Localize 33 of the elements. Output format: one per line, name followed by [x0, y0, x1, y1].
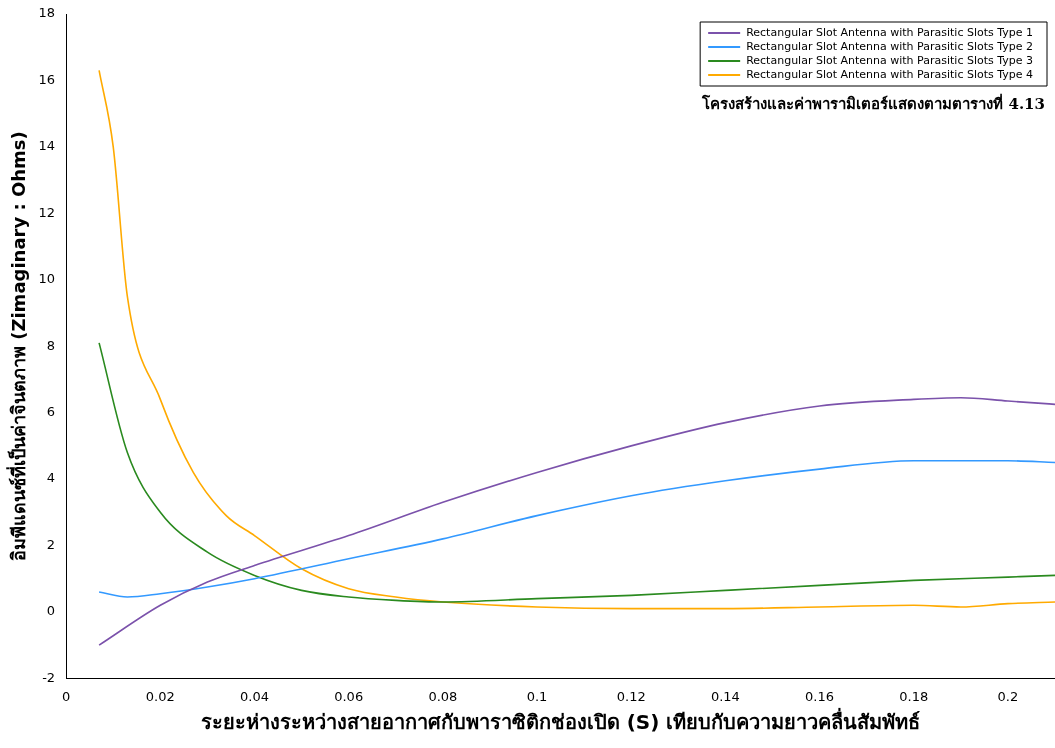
x-tick-label: 0.1: [526, 688, 548, 704]
line-series: [98, 460, 1055, 598]
y-tick-label: 8: [46, 337, 56, 353]
annotation: โครงสร้างและค่าพารามิเตอร์แสดงตามตารางที่ 4.13: [701, 93, 1045, 114]
y-tick-label: 10: [38, 271, 56, 287]
y-tick-label: 4: [46, 470, 56, 486]
x-tick-label: 0.14: [710, 688, 740, 704]
x-tick-label: 0.12: [616, 688, 646, 704]
line-series: [98, 342, 1055, 603]
y-tick-label: 16: [38, 71, 56, 87]
y-tick-label: -2: [42, 669, 56, 685]
legend-label: Rectangular Slot Antenna with Parasitic Slots Type 2: [746, 39, 1033, 53]
x-tick-label: 0.2: [997, 688, 1019, 704]
y-tick-label: 2: [46, 536, 56, 552]
x-tick-label: 0.02: [145, 688, 175, 704]
line-series: [98, 69, 1055, 610]
line-series: [98, 396, 1055, 646]
x-tick-label: 0.06: [334, 688, 364, 704]
legend-label: Rectangular Slot Antenna with Parasitic Slots Type 3: [746, 53, 1033, 67]
y-tick-label: 12: [38, 204, 56, 220]
x-axis-title: ระยะห่างระหว่างสายอากาศกับพาราซิติกช่องเปิด (S) เทียบกับความยาวคลื่นสัมพัทธ์: [200, 707, 921, 735]
x-tick-label: 0.08: [428, 688, 458, 704]
x-tick-label: 0: [62, 688, 71, 704]
y-axis-title: อิมพีแดนซ์ที่เป็นค่าจินตภาพ (Zimaginary : Ohms): [6, 131, 30, 562]
y-tick-label: 14: [38, 138, 56, 154]
legend-label: Rectangular Slot Antenna with Parasitic Slots Type 1: [746, 25, 1033, 39]
y-tick-label: 0: [46, 603, 56, 619]
x-tick-label: 0.04: [240, 688, 269, 704]
y-tick-label: 18: [38, 5, 56, 21]
y-tick-label: 6: [46, 404, 56, 420]
legend-label: Rectangular Slot Antenna with Parasitic Slots Type 4: [746, 67, 1033, 81]
x-tick-label: 0.16: [805, 688, 835, 704]
x-tick-label: 0.18: [899, 688, 929, 704]
